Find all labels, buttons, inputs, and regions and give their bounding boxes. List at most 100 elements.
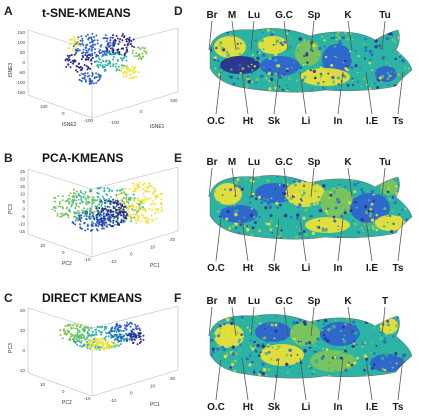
tissue-speckle bbox=[237, 341, 240, 344]
scatter-point bbox=[102, 227, 105, 230]
scatter-point bbox=[113, 42, 116, 45]
scatter-point bbox=[143, 216, 146, 219]
scatter-point bbox=[78, 49, 81, 52]
tissue-speckle bbox=[228, 227, 232, 230]
tissue-speckle bbox=[261, 344, 265, 349]
tissue-speckle bbox=[362, 229, 365, 232]
scatter-point bbox=[142, 188, 145, 191]
scatter-point bbox=[106, 217, 109, 220]
tissue-speckle bbox=[239, 320, 243, 325]
tissue-speckle bbox=[399, 335, 403, 339]
scatter-point bbox=[72, 194, 75, 197]
tissue-speckle bbox=[278, 234, 282, 238]
scatter-point bbox=[137, 205, 140, 208]
scatter-point bbox=[91, 211, 94, 214]
tissue-speckle bbox=[389, 329, 392, 331]
tissue-speckle bbox=[398, 213, 401, 215]
tissue-speckle bbox=[348, 201, 352, 205]
tissue-speckle bbox=[372, 227, 375, 230]
scatter-point bbox=[70, 38, 73, 41]
scatter-point bbox=[111, 189, 113, 192]
tissue-speckle bbox=[363, 337, 366, 340]
scatter-point bbox=[85, 218, 87, 221]
tissue-speckle bbox=[367, 358, 372, 362]
scatter-point bbox=[133, 46, 136, 48]
tissue-speckle bbox=[388, 214, 392, 218]
tissue-speckle bbox=[218, 44, 221, 47]
tissue-region bbox=[375, 66, 397, 82]
tissue-speckle bbox=[373, 221, 375, 224]
scatter-point bbox=[137, 207, 140, 210]
tissue-speckle bbox=[369, 352, 373, 355]
tissue-speckle bbox=[367, 198, 371, 202]
scatter-point bbox=[87, 56, 90, 59]
tissue-speckle bbox=[279, 333, 283, 337]
tissue-region bbox=[214, 324, 244, 348]
tissue-speckle bbox=[260, 38, 264, 43]
organ-label-top: M bbox=[228, 296, 236, 307]
scatter-point bbox=[102, 217, 104, 220]
tissue-speckle bbox=[313, 76, 317, 80]
scatter-point bbox=[73, 336, 76, 339]
scatter-point bbox=[91, 56, 94, 59]
scatter-point bbox=[66, 333, 69, 335]
tissue-speckle bbox=[389, 64, 392, 68]
tissue-speckle bbox=[404, 38, 406, 41]
label-arrow bbox=[397, 71, 404, 115]
tissue-speckle bbox=[335, 56, 338, 59]
tissue-speckle bbox=[399, 37, 403, 41]
tissue-speckle bbox=[369, 43, 373, 47]
tissue-speckle bbox=[258, 215, 261, 219]
scatter-point bbox=[101, 227, 104, 230]
scatter-point bbox=[136, 324, 139, 327]
tissue-speckle bbox=[294, 235, 299, 239]
scatter-point bbox=[75, 202, 78, 205]
tissue-speckle bbox=[374, 339, 378, 342]
scatter-point bbox=[115, 220, 118, 223]
label-arrow bbox=[215, 357, 222, 401]
scatter-point bbox=[90, 339, 93, 342]
tissue-speckle bbox=[363, 343, 368, 347]
tissue-speckle bbox=[344, 323, 347, 326]
tissue-speckle bbox=[241, 338, 243, 340]
tissue-speckle bbox=[227, 332, 230, 336]
tissue-speckle bbox=[213, 56, 217, 60]
tissue-speckle bbox=[319, 77, 321, 80]
tissue-speckle bbox=[319, 75, 323, 78]
scatter-point bbox=[99, 49, 102, 51]
tissue-speckle bbox=[270, 197, 273, 200]
scatter-point bbox=[160, 198, 163, 201]
scatter-point bbox=[129, 73, 132, 76]
scatter-point bbox=[86, 331, 89, 333]
scatter-point bbox=[96, 326, 99, 329]
tissue-speckle bbox=[230, 75, 233, 79]
tissue-speckle bbox=[373, 224, 377, 228]
tissue-speckle bbox=[298, 238, 302, 240]
tissue-speckle bbox=[272, 43, 275, 46]
scatter-point bbox=[92, 215, 95, 218]
tissue-speckle bbox=[367, 225, 371, 230]
scatter-point bbox=[119, 343, 122, 346]
tissue-speckle bbox=[355, 206, 359, 209]
scatter-point bbox=[139, 202, 142, 205]
tissue-speckle bbox=[336, 355, 340, 359]
tissue-speckle bbox=[289, 366, 291, 369]
scatter-point bbox=[74, 342, 77, 344]
scatter-point bbox=[113, 215, 116, 218]
x-tick-label: -10 bbox=[84, 396, 91, 401]
tissue-speckle bbox=[276, 64, 281, 68]
tissue-speckle bbox=[351, 84, 354, 87]
scatter-point bbox=[116, 49, 119, 52]
tissue-speckle bbox=[326, 207, 330, 210]
scatter-point bbox=[61, 195, 64, 198]
tissue-speckle bbox=[318, 219, 320, 222]
scatter-point bbox=[105, 60, 107, 63]
scatter-point bbox=[102, 346, 105, 349]
tissue-speckle bbox=[373, 326, 376, 329]
scatter-point bbox=[94, 43, 97, 46]
tissue-speckle bbox=[342, 325, 345, 329]
scatter-point bbox=[122, 221, 125, 224]
scatter-point bbox=[92, 340, 95, 342]
tissue-speckle bbox=[278, 322, 281, 326]
scatter-point bbox=[125, 219, 127, 222]
